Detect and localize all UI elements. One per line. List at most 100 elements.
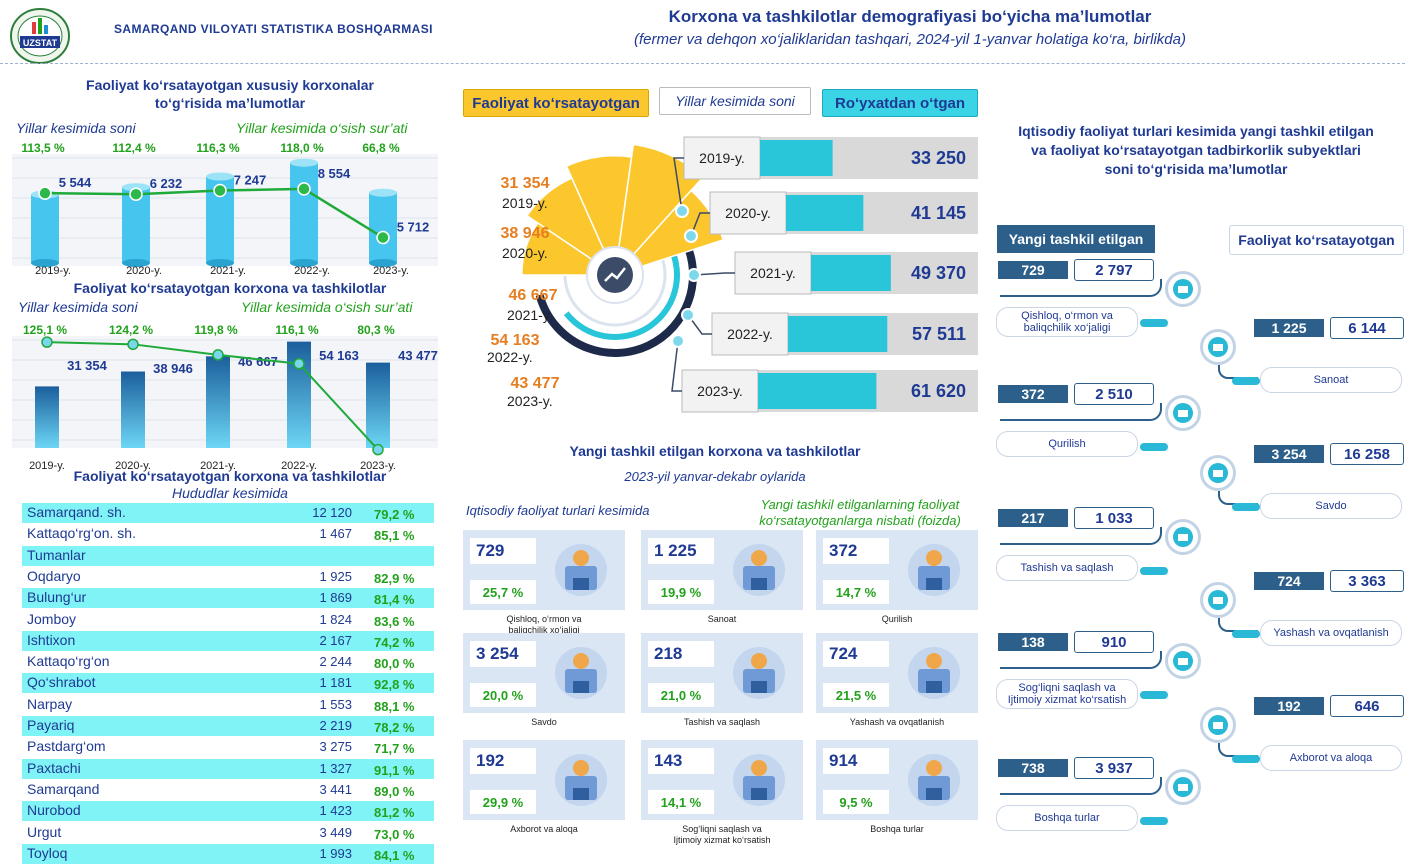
shopping-illustration xyxy=(543,639,619,707)
card-caption-1: Qishloq, o‘rmon va xyxy=(506,614,582,624)
new-count: 1 225 xyxy=(1254,319,1324,337)
center-active-value: 54 163 xyxy=(491,332,540,349)
plate-icon xyxy=(1200,582,1236,618)
card-caption-1: Axborot va aloqa xyxy=(510,824,578,834)
chart1-x-tick: 2021-y. xyxy=(210,265,246,277)
category-label-1: Qurilish xyxy=(1048,438,1086,450)
pill-accent xyxy=(1232,503,1260,511)
category-label-1: Sog‘liqni saqlash va xyxy=(1018,682,1116,694)
chart1-bar-bottom xyxy=(31,259,59,267)
regions-row-count: 3 275 xyxy=(319,739,352,755)
regions-row-count: 2 219 xyxy=(319,718,352,733)
chart2-x-tick: 2020-y. xyxy=(115,460,151,472)
category-pill: Qishloq, o‘rmon va baliqchilik xo‘jaligi xyxy=(996,307,1138,337)
medical-icon xyxy=(1165,643,1201,679)
center-active-value: 46 667 xyxy=(509,287,558,304)
chart1-bar-bottom xyxy=(122,259,150,267)
new-title: Yangi tashkil etilgan korxona va tashkil… xyxy=(569,443,861,459)
card-pct: 21,5 % xyxy=(823,683,889,707)
regions-row-pct: 81,2 % xyxy=(374,805,415,821)
chart2-x-tick: 2021-y. xyxy=(200,460,236,472)
page-title: Korxona va tashkilotlar demografiyasi bo… xyxy=(668,7,1152,26)
card-caption-2: baliqchilik xo‘jaligi xyxy=(508,625,580,635)
cart-icon xyxy=(1200,455,1236,491)
regions-row-count: 3 441 xyxy=(319,781,352,797)
card-pct: 29,9 % xyxy=(470,790,536,814)
regions-row-count: 1 824 xyxy=(319,611,352,627)
new-count: 724 xyxy=(1254,572,1324,590)
chart1-x-tick: 2022-y. xyxy=(294,265,330,277)
chart1-value-label: 8 554 xyxy=(318,166,351,181)
chart2-growth-point xyxy=(127,338,139,351)
regions-row-count: 1 423 xyxy=(319,803,352,819)
category-label-1: Axborot va aloqa xyxy=(1289,752,1373,764)
legend-active: Faoliyat ko‘rsatayotgan xyxy=(463,89,649,117)
right-title-2: va faoliyat ko‘rsatayotgan tadbirkorlik … xyxy=(1031,142,1361,158)
center-bar-year: 2023-y. xyxy=(697,383,743,399)
center-year-label: 2021-y. xyxy=(507,307,553,323)
chart1-bar-top xyxy=(290,158,318,167)
chart1-bar xyxy=(31,194,59,263)
chart2-growth-label: 116,1 % xyxy=(275,323,319,337)
card-count: 192 xyxy=(470,748,536,774)
regions-row-bg xyxy=(22,801,434,822)
chart1-growth-point xyxy=(129,187,143,201)
center-year-box xyxy=(683,136,761,180)
card-count: 143 xyxy=(648,748,714,774)
card-count: 724 xyxy=(823,641,889,667)
category-pill: Sog‘liqni saqlash va Ijtimoiy xizmat ko‘r… xyxy=(996,679,1138,709)
active-count: 2 510 xyxy=(1074,383,1154,405)
pill-accent xyxy=(1140,319,1168,327)
chart1-right-label: Yillar kesimida o‘sish sur’ati xyxy=(236,120,408,136)
chart2-x-tick: 2023-y. xyxy=(360,460,396,472)
tractor-icon xyxy=(1165,271,1201,307)
active-count: 6 144 xyxy=(1330,317,1404,339)
regions-row-pct: 79,2 % xyxy=(374,507,415,522)
chart2-bar xyxy=(287,341,311,448)
regions-row-bg xyxy=(22,545,434,566)
regions-row-pct: 83,6 % xyxy=(374,613,415,629)
growth-chart-icon xyxy=(604,267,626,282)
chart1-bar-top xyxy=(122,183,150,192)
regions-row-count: 1 993 xyxy=(319,845,352,861)
card-caption-1: Boshqa turlar xyxy=(870,824,924,834)
chart2-growth-point xyxy=(41,336,53,348)
connector-line xyxy=(1000,777,1162,795)
pill-accent xyxy=(1232,755,1260,763)
regions-row-count: 1 925 xyxy=(319,568,352,584)
chart2-left-label: Yillar kesimida soni xyxy=(18,299,138,315)
regions-row-pct: 92,8 % xyxy=(374,677,415,693)
regions-row-pct: 84,1 % xyxy=(374,847,415,863)
regions-row-name: Jomboy xyxy=(27,610,77,627)
regions-row-pct: 80,0 % xyxy=(374,656,415,672)
chart2-bar xyxy=(206,356,230,448)
chart1-growth-label: 113,5 % xyxy=(21,141,65,155)
regions-row-count: 1 553 xyxy=(319,696,352,712)
it-illustration xyxy=(543,746,619,814)
regions-row-bg xyxy=(22,503,434,523)
regions-row-name: Kattaqo‘rg‘on. sh. xyxy=(27,525,136,542)
legend-years: Yillar kesimida soni xyxy=(659,87,811,115)
factory-icon xyxy=(1200,329,1236,365)
crane-icon xyxy=(1165,395,1201,431)
center-year-label: 2020-y. xyxy=(502,245,548,261)
header-active: Faoliyat ko‘rsatayotgan xyxy=(1229,225,1404,255)
card-count: 3 254 xyxy=(470,641,536,667)
connector-line xyxy=(1000,527,1162,545)
regions-row-count: 1 467 xyxy=(319,526,352,542)
chart2-growth-label: 125,1 % xyxy=(23,323,67,337)
new-count: 3 254 xyxy=(1254,445,1324,463)
chart2-growth-point xyxy=(212,349,224,361)
active-count: 910 xyxy=(1074,631,1154,653)
center-connector-dot xyxy=(684,229,698,243)
center-bar-year: 2022-y. xyxy=(727,326,773,342)
healthcare-illustration xyxy=(721,746,797,814)
category-pill: Yashash va ovqatlanish xyxy=(1260,620,1402,646)
card-caption-2: Ijtimoiy xizmat ko‘rsatish xyxy=(673,835,771,845)
chart2-bar xyxy=(35,386,59,448)
page-subtitle: (fermer va dehqon xo‘jaliklaridan tashqa… xyxy=(634,31,1186,48)
regions-row-pct: 85,1 % xyxy=(374,528,415,544)
regions-table: Samarqand. sh. 12 120 79,2 % Kattaqo‘rg‘on.… xyxy=(22,503,434,864)
center-registered-bar xyxy=(788,316,888,352)
card-caption-1: Tashish va saqlash xyxy=(683,717,761,727)
